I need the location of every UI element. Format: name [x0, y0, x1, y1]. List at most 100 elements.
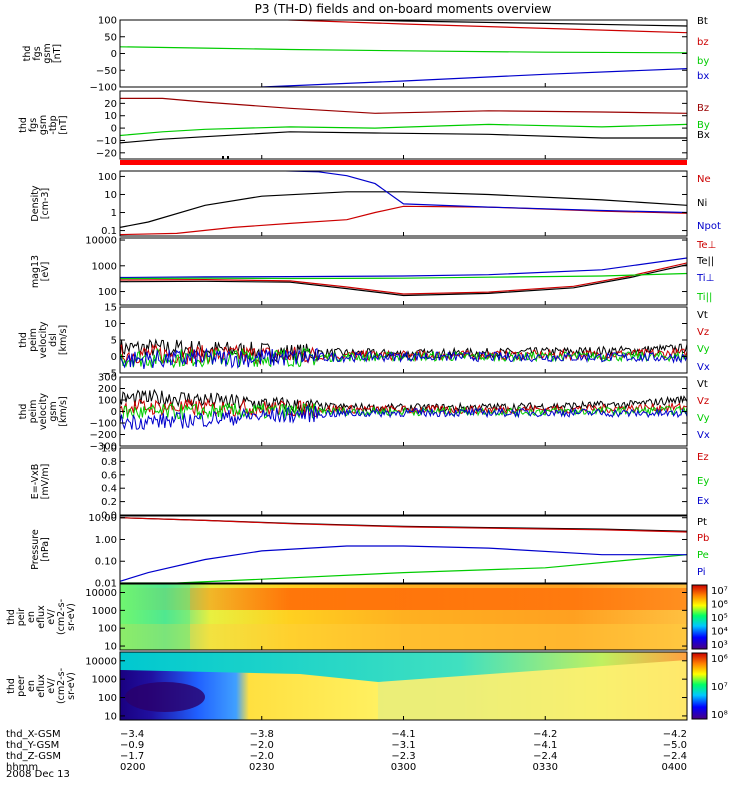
panel-8: Pt Pb Pe Pi 10.00 1.00 0.10 0.01 Pressure [nPa] [30, 513, 709, 589]
footer-value: 0330 [533, 762, 558, 773]
y-axis-label-line: mag13 [30, 255, 41, 288]
y-tick-label: 0.10 [95, 557, 117, 568]
y-tick-label: 10 [104, 711, 117, 722]
panel-5: Vt Vz Vy Vx 15 10 5 0 −5 thd peim velocity dsl [km/s] [18, 303, 710, 380]
series-line-bz [120, 97, 687, 114]
series-group [120, 171, 687, 236]
y-axis-label-line: [nT] [52, 44, 63, 63]
colorbar-tick-label: 10⁷ [711, 586, 728, 597]
footer-date: 2008 Dec 13 [6, 769, 70, 780]
footer-value: −1.7 [120, 751, 144, 762]
y-tick-label: 0 [111, 49, 117, 60]
legend-entry: Npot [697, 221, 721, 232]
y-tick-label: 1000 [92, 261, 117, 272]
series-line-pi [120, 545, 687, 582]
legend-entry: Vz [697, 327, 709, 338]
footer-value: −4.2 [533, 729, 557, 740]
y-axis-label-line: thd [6, 609, 17, 625]
legend-entry: Te⊥ [696, 240, 716, 251]
y-axis-label-line: gsm [48, 401, 59, 421]
y-tick-label: 20 [104, 99, 117, 110]
legend-entry: Vx [697, 430, 710, 441]
figure-title: P3 (TH-D) fields and on-board moments ov… [255, 2, 552, 16]
y-tick-label: −100 [90, 419, 117, 430]
series-line-ni [120, 191, 687, 228]
y-tick-label: −50 [96, 66, 117, 77]
series-line-pb [120, 517, 687, 533]
series-group [120, 20, 687, 87]
y-tick-label: 0.6 [101, 470, 117, 481]
y-tick-label: 0 [111, 352, 117, 363]
series-group [120, 338, 687, 369]
footer-value: −3.8 [250, 729, 274, 740]
y-tick-label: 100 [98, 172, 117, 183]
legend-entry: Pt [697, 517, 707, 528]
y-axis-label-line: eflux [36, 674, 47, 698]
spectrogram-core [125, 682, 205, 712]
footer-row-label: thd_X-GSM [6, 729, 61, 740]
y-axis-label: E=-VxB [mV/m] [30, 464, 51, 500]
panel-frame [119, 306, 688, 374]
series-line-te [120, 262, 687, 295]
y-tick-label: 1 [111, 208, 117, 219]
flag-mark [222, 156, 224, 159]
y-axis-label-line: [nT] [58, 115, 69, 134]
y-tick-label: 1.0 [101, 444, 117, 455]
colorbar-scale [691, 652, 708, 720]
y-axis-label-line: sr-eV) [66, 603, 77, 631]
legend-entry: Vx [697, 362, 710, 373]
y-tick-label: 0.2 [101, 497, 117, 508]
y-tick-label: 1000 [92, 606, 117, 617]
legend-entry: Vz [697, 396, 709, 407]
y-axis-label-line: eflux [36, 605, 47, 629]
panel-frame [119, 447, 688, 516]
legend-entry: by [697, 56, 709, 67]
colorbar-tick-label: 10⁷ [711, 682, 728, 693]
y-axis-label: thd fgs gsm -tbp [nT] [18, 115, 69, 135]
series-line-npot [265, 171, 687, 214]
series-line-pt [120, 517, 687, 532]
y-axis-label-line: fgs [32, 46, 43, 60]
spectrogram [120, 584, 687, 650]
panel-7: Ez Ey Ex 1.0 0.8 0.6 0.4 0.2 0.0 E=-VxB [mV/m] [30, 444, 709, 522]
footer-value: 0200 [120, 762, 145, 773]
series-line-vx [120, 405, 687, 431]
y-axis-label-line: Pressure [30, 529, 41, 570]
y-tick-label: 300 [98, 373, 117, 384]
footer-value: −3.1 [391, 740, 415, 751]
y-tick-label: 1000 [92, 675, 117, 686]
series-group [120, 388, 687, 431]
y-axis-label-line: peer [16, 675, 27, 697]
series-line-bx [120, 131, 687, 144]
y-axis-label: mag13 [eV] [30, 255, 51, 288]
colorbar: 10⁶ 10⁷ 10⁸ [691, 652, 728, 721]
series-line-bz [277, 20, 687, 34]
panel-4: Te⊥ Te|| Ti⊥ Ti|| 10000 1000 100 mag13 [eV] [30, 236, 716, 306]
y-axis-label-line: -tbp [48, 115, 59, 134]
y-tick-label: 200 [98, 384, 117, 395]
footer-value: −4.2 [663, 729, 687, 740]
legend-entry: By [697, 120, 710, 131]
y-axis-label-line: thd [6, 678, 17, 694]
footer-row: thd_Y-GSM −0.9 −2.0 −3.1 −4.1 −5.0 [6, 740, 687, 751]
y-tick-label: −100 [90, 83, 117, 94]
y-axis-label: thd peer en eflux eV/(cm2-s-sr-eV) [6, 668, 77, 704]
y-axis-label: thd fgs gsm [nT] [22, 43, 63, 63]
y-axis-label-line: [cm-3] [40, 188, 51, 219]
y-tick-label: −300 [90, 442, 117, 453]
y-tick-label: 100 [98, 287, 117, 298]
y-tick-label: 0 [111, 124, 117, 135]
y-tick-label: 10 [104, 111, 117, 122]
series-line-vx [120, 347, 687, 369]
legend-entry: Ti|| [696, 292, 712, 303]
y-tick-label: 100 [98, 396, 117, 407]
footer-value: −2.0 [250, 740, 274, 751]
legend-entry: Ti⊥ [696, 273, 714, 284]
y-axis-label-line: [km/s] [58, 396, 69, 426]
y-axis-label-line: [mV/m] [40, 464, 51, 500]
panel-frame [119, 90, 688, 160]
y-axis-label-line: peim [28, 400, 39, 424]
colorbar: 10⁷ 10⁶ 10⁵ 10⁴ 10³ [691, 584, 728, 651]
